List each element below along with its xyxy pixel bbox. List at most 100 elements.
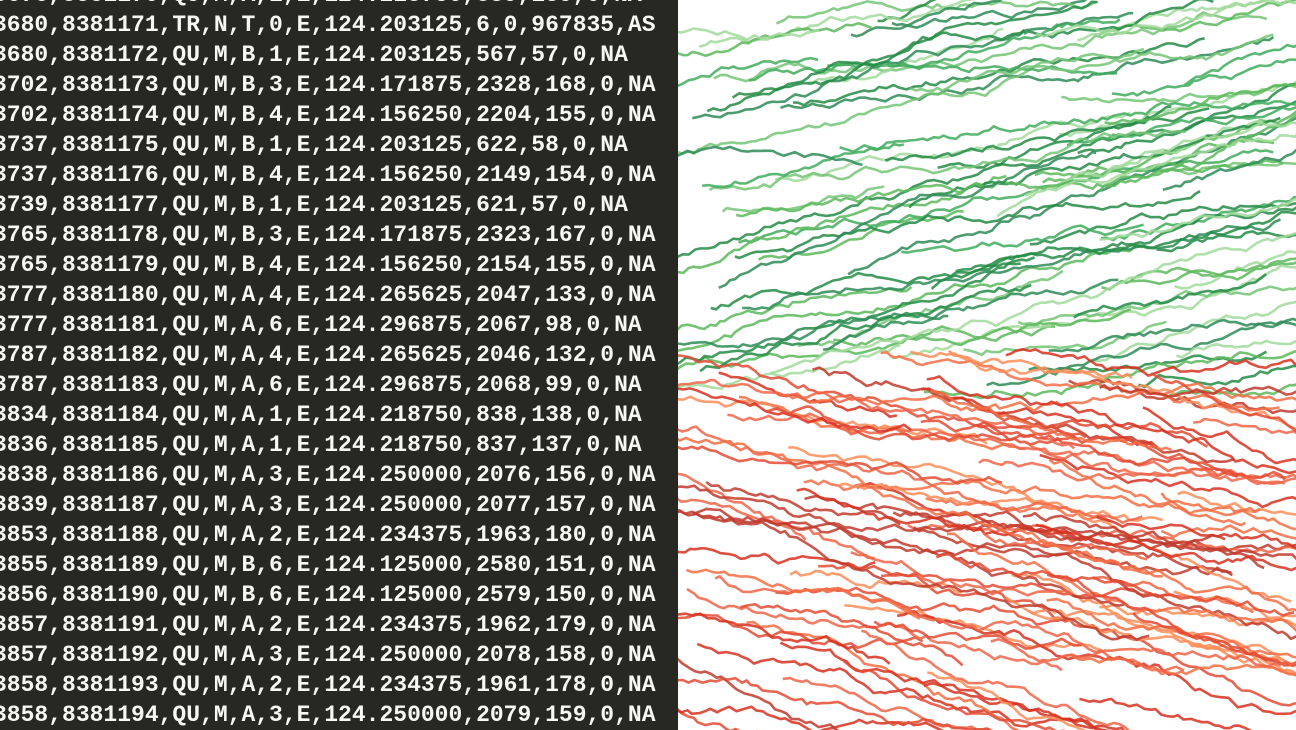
trace-line <box>1098 0 1296 36</box>
trace-line <box>909 33 1274 93</box>
trace-line <box>1184 43 1296 87</box>
trace-line <box>713 11 1268 83</box>
trace-line <box>678 105 1172 259</box>
trace-line <box>923 682 1110 730</box>
trace-line <box>926 375 1296 475</box>
terminal-line: 3853,8381188,QU,M,A,2,E,124.234375,1963,… <box>0 522 656 548</box>
trace-line <box>678 174 1007 275</box>
trace-line <box>996 133 1296 218</box>
terminal-line: 3680,8381171,TR,N,T,0,E,124.203125,6,0,9… <box>0 12 656 38</box>
trace-line <box>1132 612 1296 668</box>
trace-line <box>1023 0 1214 39</box>
terminal-line: 3834,8381184,QU,M,A,1,E,124.218750,838,1… <box>0 402 642 428</box>
trace-line <box>1073 273 1267 319</box>
terminal-line: 3737,8381175,QU,M,B,1,E,124.203125,622,5… <box>0 132 628 158</box>
trace-line <box>844 604 1103 652</box>
trace-line <box>678 285 913 331</box>
trace-line <box>706 0 1098 113</box>
terminal-line: 3787,8381182,QU,M,A,4,E,124.265625,2046,… <box>0 342 656 368</box>
trace-line <box>1169 383 1296 397</box>
trace-line <box>774 111 1131 183</box>
terminal-line: 3737,8381176,QU,M,B,4,E,124.156250,2149,… <box>0 162 656 188</box>
terminal-line: 3680,8381172,QU,M,B,1,E,124.203125,567,5… <box>0 42 628 68</box>
trace-line <box>976 423 1286 481</box>
trace-line <box>946 532 1296 632</box>
trace-line <box>1035 523 1296 572</box>
terminal-line: 3787,8381183,QU,M,A,6,E,124.296875,2068,… <box>0 372 642 398</box>
trace-line <box>808 27 1004 84</box>
trace-line <box>678 676 1022 730</box>
trace-line <box>678 497 807 541</box>
trace-line <box>833 307 1132 348</box>
trace-line <box>718 150 1097 289</box>
terminal-line: 3765,8381178,QU,M,B,3,E,124.171875,2323,… <box>0 222 656 248</box>
trace-line <box>803 479 1247 527</box>
trace-line <box>1142 406 1296 465</box>
trace-line <box>880 573 1296 707</box>
trace-line <box>935 553 1295 617</box>
trace-line <box>678 56 819 88</box>
trace-line <box>678 509 1150 641</box>
trace-line <box>839 482 1164 522</box>
trace-line <box>685 568 921 620</box>
trace-line <box>930 210 1296 290</box>
trace-line <box>782 676 1000 730</box>
trace-line <box>678 378 1076 450</box>
trace-line <box>921 387 1159 449</box>
trace-line <box>842 659 1065 730</box>
terminal-line: 3855,8381189,QU,M,B,6,E,124.125000,2580,… <box>0 552 656 578</box>
trace-line <box>678 484 1125 607</box>
trace-line <box>718 371 898 418</box>
terminal-line: 3858,8381194,QU,M,A,3,E,124.250000,2079,… <box>0 702 656 728</box>
trace-line <box>735 137 1275 218</box>
trace-line <box>748 62 1118 82</box>
trace-line <box>818 562 1170 599</box>
trace-line <box>1098 113 1296 193</box>
trace-line <box>880 351 1280 412</box>
trace-line <box>1130 256 1296 282</box>
terminal-line: 3777,8381181,QU,M,A,6,E,124.296875,2067,… <box>0 312 642 338</box>
terminal-line: 3839,8381187,QU,M,A,3,E,124.250000,2077,… <box>0 492 656 518</box>
trace-line <box>708 129 1186 192</box>
terminal-line: 3702,8381174,QU,M,B,4,E,124.156250,2204,… <box>0 102 656 128</box>
trace-line <box>1079 697 1252 730</box>
terminal-line: 3858,8381193,QU,M,A,2,E,124.234375,1961,… <box>0 672 656 698</box>
trace-line <box>678 657 840 730</box>
trace-line <box>912 526 1296 641</box>
terminal-line: 3777,8381180,QU,M,A,4,E,124.265625,2047,… <box>0 282 656 308</box>
trace-line <box>1077 0 1276 42</box>
trace-line <box>1035 0 1296 38</box>
terminal-line: 3676,8381170,QU,M,A,1,E,124.218750,839,1… <box>0 0 642 8</box>
trace-line <box>1017 285 1296 327</box>
trace-line <box>901 223 1144 254</box>
trace-line <box>850 551 1074 597</box>
trace-line <box>1034 110 1296 177</box>
trace-line <box>910 350 1133 380</box>
trace-line <box>1160 524 1296 540</box>
terminal: 3676,8381170,QU,M,A,1,E,124.218750,839,1… <box>0 0 678 730</box>
terminal-line: 3856,8381190,QU,M,B,6,E,124.125000,2579,… <box>0 582 656 608</box>
trace-line <box>1092 300 1296 363</box>
trace-line <box>775 0 1097 25</box>
trace-line <box>678 27 820 41</box>
trace-line <box>947 349 1296 431</box>
trace-line <box>678 510 1226 546</box>
trace-line <box>792 37 1205 107</box>
trace-line <box>1024 121 1296 197</box>
trace-line <box>699 283 1032 373</box>
trace-line <box>982 532 1148 561</box>
trace-line <box>1156 230 1296 253</box>
trace-line <box>1137 364 1296 389</box>
trace-line <box>678 387 912 433</box>
trace-line <box>789 569 963 594</box>
trace-line <box>773 382 1296 413</box>
trace-line <box>1022 511 1296 561</box>
trace-line <box>678 256 1036 365</box>
trace-line <box>1005 348 1296 377</box>
trace-line <box>930 389 1173 452</box>
terminal-line: 3702,8381173,QU,M,B,3,E,124.171875,2328,… <box>0 72 656 98</box>
trace-line <box>990 637 1296 668</box>
trace-line <box>1111 58 1296 97</box>
trace-line <box>1173 590 1296 620</box>
